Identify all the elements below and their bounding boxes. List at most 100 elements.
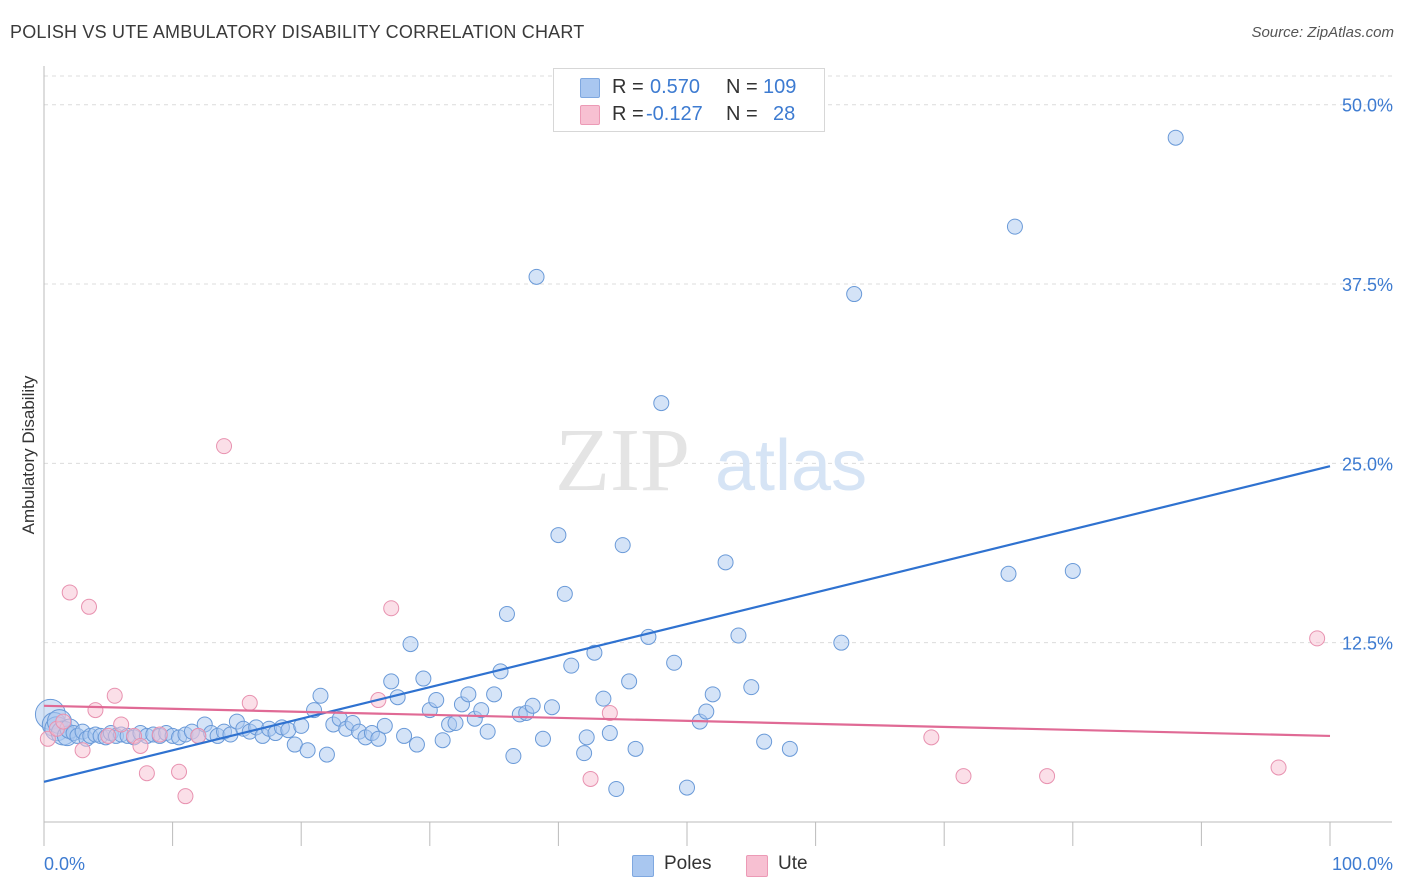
y-tick-label: 25.0% (1342, 454, 1393, 474)
point-poles (1000, 565, 1017, 582)
point-ute (113, 716, 130, 733)
point-poles (434, 732, 451, 749)
point-poles (498, 605, 515, 622)
point-poles (1064, 562, 1081, 579)
point-poles (833, 634, 850, 651)
point-ute (106, 687, 123, 704)
bottom-legend-swatch-poles (632, 855, 654, 877)
point-poles (312, 687, 329, 704)
point-ute (151, 726, 168, 743)
watermark-atlas: atlas (715, 426, 867, 506)
legend-n-label: N = (726, 76, 758, 98)
point-poles (473, 702, 490, 719)
point-poles (383, 673, 400, 690)
point-ute (87, 702, 104, 719)
point-poles (408, 736, 425, 753)
point-poles (299, 742, 316, 759)
legend: R = 0.570 N = 109 R = -0.127 N = 28 (553, 68, 825, 132)
legend-n-value: 28 (773, 103, 796, 125)
point-ute (383, 600, 400, 617)
trend-lines (43, 465, 1331, 783)
point-poles (601, 725, 618, 742)
bottom-legend-label-ute: Ute (778, 853, 808, 874)
point-poles (608, 781, 625, 798)
point-poles (543, 699, 560, 716)
point-poles (1167, 129, 1184, 146)
point-poles (318, 746, 335, 763)
point-ute (74, 742, 91, 759)
point-ute (1309, 630, 1326, 647)
point-ute (55, 713, 72, 730)
legend-r-value: 0.570 (650, 76, 701, 98)
point-ute (582, 770, 599, 787)
legend-n-label: N = (726, 103, 758, 125)
point-poles (653, 395, 670, 412)
point-poles (415, 670, 432, 687)
point-poles (428, 692, 445, 709)
point-poles (730, 627, 747, 644)
point-poles (550, 527, 567, 544)
point-ute (190, 727, 207, 744)
point-poles (595, 690, 612, 707)
x-tick-label: 100.0% (1332, 854, 1393, 874)
y-tick-label: 12.5% (1342, 634, 1393, 654)
point-ute (216, 438, 233, 455)
point-poles (614, 537, 631, 554)
point-poles (486, 686, 503, 703)
points-layer (34, 129, 1326, 805)
bottom-legend-swatch-ute (746, 855, 768, 877)
point-poles (679, 779, 695, 796)
point-poles (524, 697, 541, 714)
point-ute (241, 694, 258, 711)
point-poles (556, 585, 573, 602)
x-tick-label: 0.0% (44, 854, 85, 874)
point-poles (505, 748, 522, 765)
point-ute (39, 730, 56, 747)
point-poles (846, 286, 863, 303)
point-poles (563, 657, 580, 674)
point-ute (923, 729, 940, 746)
point-poles (370, 730, 387, 747)
point-ute (171, 763, 188, 780)
point-poles (376, 717, 393, 734)
point-poles (704, 686, 721, 703)
point-poles (396, 727, 413, 744)
legend-n-value: 109 (763, 76, 797, 98)
trend-line-poles (43, 465, 1331, 783)
legend-r-label: R = (612, 76, 644, 98)
point-poles (627, 740, 644, 757)
point-ute (955, 768, 972, 785)
point-poles (586, 644, 603, 661)
point-ute (100, 727, 117, 744)
legend-r-value: -0.127 (646, 103, 703, 125)
point-poles (447, 715, 464, 732)
point-poles (479, 723, 496, 740)
point-poles (460, 686, 477, 703)
point-ute (81, 598, 98, 615)
trend-line-ute (43, 704, 1331, 738)
y-axis-label: Ambulatory Disability (19, 375, 38, 534)
point-poles (578, 729, 595, 746)
y-tick-label: 50.0% (1342, 96, 1393, 116)
legend-swatch-poles (580, 78, 600, 98)
tick-labels: 12.5% 25.0% 37.5% 50.0% 0.0% 100.0% (44, 96, 1393, 874)
point-ute (138, 765, 155, 782)
watermark: ZIP atlas (555, 411, 867, 510)
watermark-zip: ZIP (555, 411, 690, 510)
point-ute (132, 737, 149, 754)
legend-row-poles: R = 0.570 N = 109 (554, 74, 824, 100)
legend-row-ute: R = -0.127 N = 28 (554, 101, 824, 127)
legend-r-label: R = (612, 103, 644, 125)
point-poles (534, 730, 551, 747)
grid (44, 75, 1392, 644)
point-poles (743, 679, 760, 696)
legend-swatch-ute (580, 105, 600, 125)
point-ute (1270, 759, 1287, 776)
point-poles (576, 745, 593, 762)
point-poles (402, 636, 419, 653)
point-ute (61, 584, 78, 601)
point-poles (781, 740, 798, 757)
point-poles (698, 703, 715, 720)
point-poles (717, 554, 734, 571)
